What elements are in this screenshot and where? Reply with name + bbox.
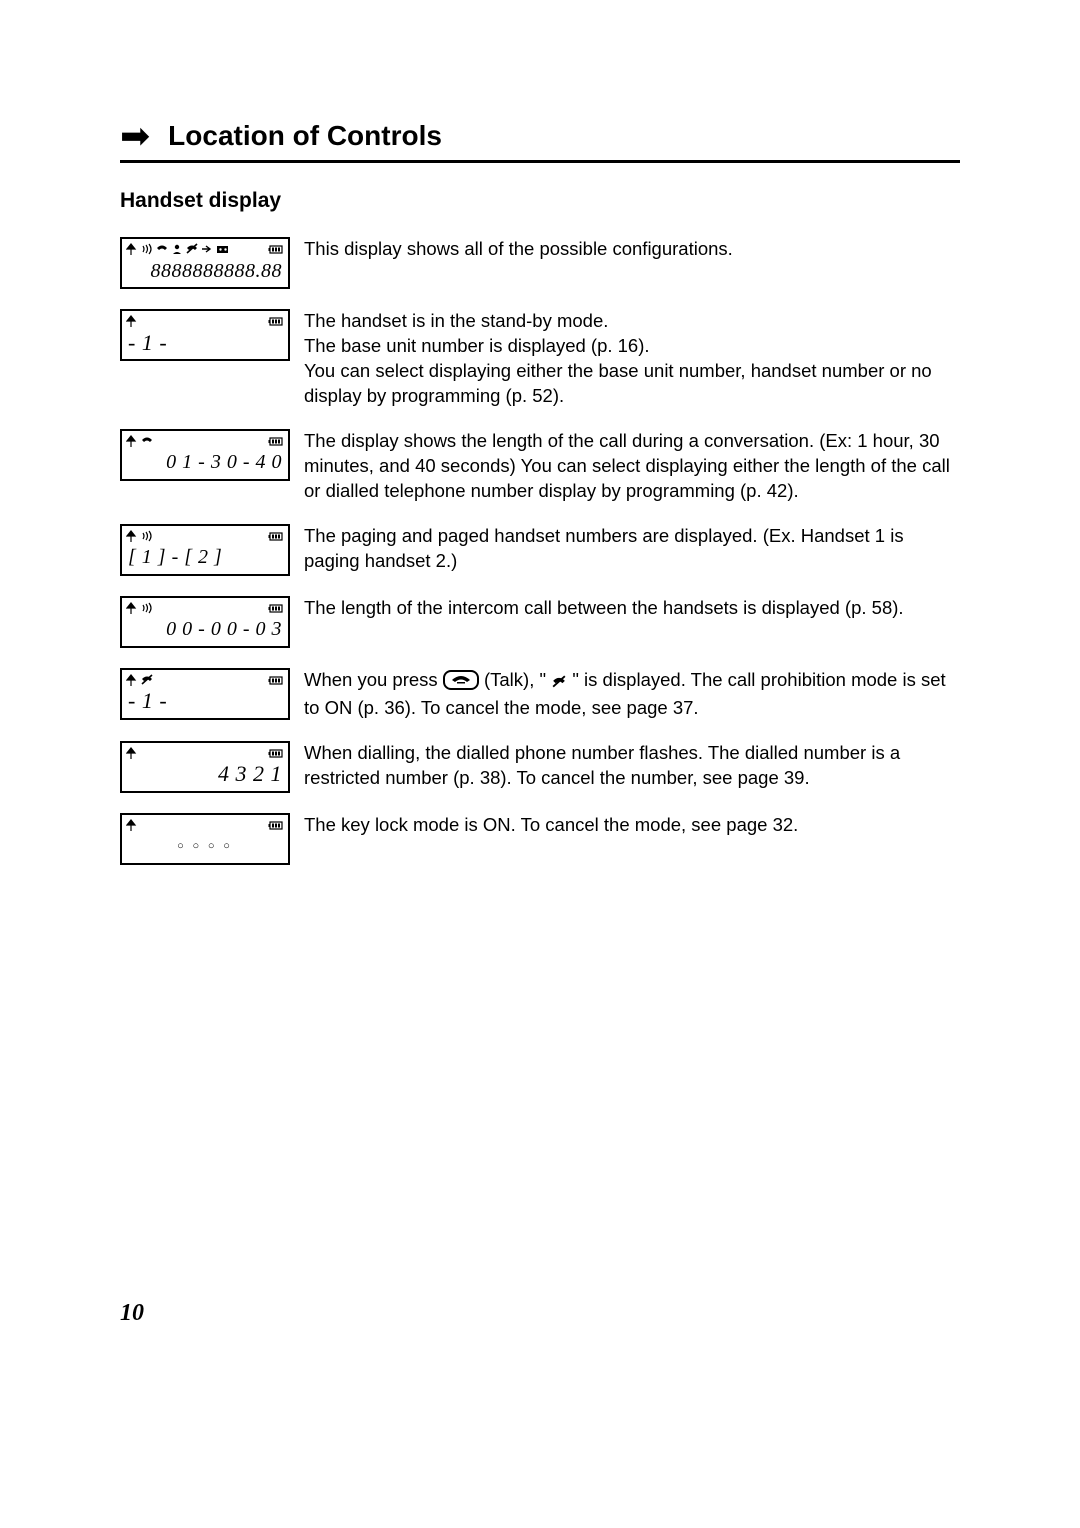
desc-text: When dialling, the dialled phone number … [304,742,900,788]
lcd-text: - 1 - [122,688,288,718]
lcd-text: ○ ○ ○ ○ [122,833,288,863]
desc-text: The display shows the length of the call… [304,430,950,501]
entry-description: The paging and paged handset numbers are… [304,524,960,574]
title-row: ➡ Location of Controls [120,118,960,154]
entry-description: The display shows the length of the call… [304,429,960,504]
battery-icon [268,530,284,542]
desc-text: The key lock mode is ON. To cancel the m… [304,814,798,835]
talk-button-icon [443,670,479,690]
lcd-text: [ 1 ] - [ 2 ] [122,544,288,574]
entry-description: When you press (Talk), " " is displayed.… [304,668,960,721]
entry: 4 3 2 1 When dialling, the dialled phone … [120,741,960,793]
entries-list: 8888888888.88 This display shows all of t… [120,237,960,865]
lcd-display: 8888888888.88 [120,237,290,289]
noentry-icon [186,243,198,255]
entry: - 1 - The handset is in the stand-by mode… [120,309,960,409]
entry-description: This display shows all of the possible c… [304,237,960,262]
arrow-icon [201,243,213,255]
antenna-icon [126,602,138,614]
desc-text: (Talk), " [484,669,551,690]
lcd-icons-row [122,670,288,688]
wave-icon [141,530,153,542]
battery-icon [268,435,284,447]
antenna-icon [126,747,138,759]
desc-text: The paging and paged handset numbers are… [304,525,904,571]
entry-description: The handset is in the stand-by mode. The … [304,309,960,409]
noentry-icon [141,674,153,686]
lcd-icons-row [122,431,288,449]
lcd-text: 8888888888.88 [122,257,288,287]
antenna-icon [126,435,138,447]
lcd-icons-row [122,743,288,761]
lcd-text: 0 0 - 0 0 - 0 3 [122,616,288,646]
person-icon [171,243,183,255]
antenna-icon [126,674,138,686]
arrow-icon: ➡ [120,118,150,154]
antenna-icon [126,819,138,831]
desc-text: You can select displaying either the bas… [304,360,932,406]
antenna-icon [126,243,138,255]
lcd-display: 0 0 - 0 0 - 0 3 [120,596,290,648]
battery-icon [268,602,284,614]
entry-description: The length of the intercom call between … [304,596,960,621]
entry: - 1 - When you press (Talk), " " is displ… [120,668,960,721]
battery-icon [268,819,284,831]
phone-icon [156,243,168,255]
noentry-icon [551,671,567,696]
battery-icon [268,747,284,759]
entry: 8888888888.88 This display shows all of t… [120,237,960,289]
tape-icon [216,243,228,255]
lcd-display: 0 1 - 3 0 - 4 0 [120,429,290,481]
entry: ○ ○ ○ ○ The key lock mode is ON. To cance… [120,813,960,865]
lcd-text: - 1 - [122,329,288,359]
desc-text: When you press [304,669,443,690]
title-rule [120,160,960,163]
lcd-display: [ 1 ] - [ 2 ] [120,524,290,576]
battery-icon [268,243,284,255]
page-title: Location of Controls [168,120,442,152]
entry: [ 1 ] - [ 2 ] The paging and paged handse… [120,524,960,576]
lcd-display: 4 3 2 1 [120,741,290,793]
battery-icon [268,315,284,327]
wave-icon [141,602,153,614]
desc-text: The base unit number is displayed (p. 16… [304,335,650,356]
entry: 0 0 - 0 0 - 0 3 The length of the interco… [120,596,960,648]
lcd-icons-row [122,598,288,616]
lcd-text: 4 3 2 1 [122,761,288,791]
battery-icon [268,674,284,686]
entry-description: When dialling, the dialled phone number … [304,741,960,791]
desc-text: The length of the intercom call between … [304,597,904,618]
lcd-display: - 1 - [120,668,290,720]
lcd-display: - 1 - [120,309,290,361]
page: ➡ Location of Controls Handset display 8… [0,0,1080,865]
entry: 0 1 - 3 0 - 4 0 The display shows the len… [120,429,960,504]
desc-text: The handset is in the stand-by mode. [304,310,608,331]
lcd-icons-row [122,815,288,833]
lcd-text: 0 1 - 3 0 - 4 0 [122,449,288,479]
antenna-icon [126,530,138,542]
lcd-icons-row [122,311,288,329]
wave-icon [141,243,153,255]
page-number: 10 [120,1300,144,1327]
antenna-icon [126,315,138,327]
lcd-icons-row [122,526,288,544]
phone-icon [141,435,153,447]
desc-text: This display shows all of the possible c… [304,238,733,259]
subtitle: Handset display [120,189,960,213]
lcd-icons-row [122,239,288,257]
lcd-display: ○ ○ ○ ○ [120,813,290,865]
entry-description: The key lock mode is ON. To cancel the m… [304,813,960,838]
